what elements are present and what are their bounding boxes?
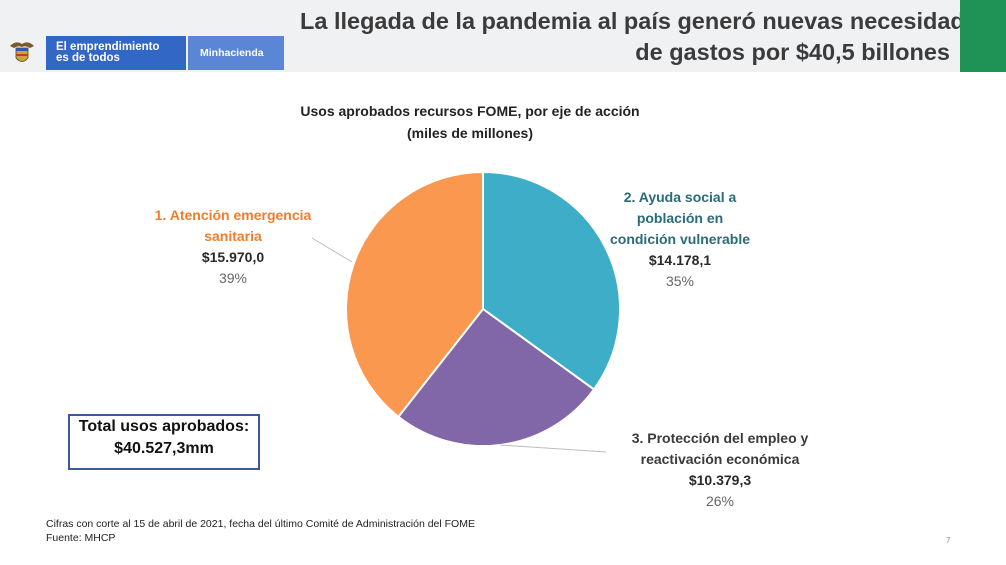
leader-line: [499, 444, 607, 453]
total-box: Total usos aprobados: $40.527,3mm: [68, 414, 260, 470]
slice-name-line: sanitaria: [204, 228, 262, 244]
slice-value: $10.379,3: [688, 472, 752, 488]
slice-name-line: 2. Ayuda social a: [623, 189, 737, 205]
brand-line-1: El emprendimiento: [56, 41, 160, 53]
leader-line: [311, 237, 353, 263]
ministry-label: Minhacienda: [200, 47, 264, 59]
pie-slice-proteccion-empleo: [396, 307, 596, 447]
slice-value: $15.970,0: [201, 249, 265, 265]
page-title-line-1: La llegada de la pandemia al país generó…: [300, 8, 991, 34]
chart-title: Usos aprobados recursos FOME, por eje de…: [250, 100, 690, 144]
total-value: $40.527,3mm: [114, 440, 214, 457]
slice-value: $14.178,1: [648, 252, 712, 268]
page-title: La llegada de la pandemia al país generó…: [300, 6, 991, 68]
total-label: Total usos aprobados:: [78, 418, 250, 435]
slice-name-line: 3. Protección del empleo y: [631, 430, 809, 446]
page-title-line-2: de gastos por $40,5 billones: [635, 39, 950, 65]
slice-percent: 39%: [218, 270, 248, 286]
header-bar: El emprendimiento es de todos Minhaciend…: [0, 0, 1006, 72]
accent-bar: [960, 0, 1006, 72]
pie-slice-atencion-emergencia: [345, 170, 484, 419]
slice-name-line: población en: [636, 210, 724, 226]
slice-label-ayuda-social: 2. Ayuda social a población en condición…: [590, 187, 770, 292]
slice-label-atencion-emergencia: 1. Atención emergencia sanitaria $15.970…: [138, 205, 328, 289]
footnote: Cifras con corte al 15 de abril de 2021,…: [46, 517, 475, 545]
coat-of-arms-icon: [10, 42, 34, 62]
pie-slice-ayuda-social: [482, 170, 621, 391]
slice-percent: 26%: [705, 493, 735, 509]
slice-percent: 35%: [665, 273, 695, 289]
brand-line-2: es de todos: [56, 52, 120, 64]
slice-name-line: reactivación económica: [640, 451, 800, 467]
chart-subtitle-text: (miles de millones): [406, 125, 534, 141]
slice-name-line: 1. Atención emergencia: [154, 207, 312, 223]
ministry-logo: Minhacienda: [188, 36, 284, 70]
slice-name-line: condición vulnerable: [609, 231, 751, 247]
slice-label-proteccion-empleo: 3. Protección del empleo y reactivación …: [610, 428, 830, 512]
page-number: 7: [946, 536, 951, 545]
chart-title-text: Usos aprobados recursos FOME, por eje de…: [300, 103, 640, 119]
brand-logo: El emprendimiento es de todos: [46, 36, 186, 70]
footnote-source: Fuente: MHCP: [46, 532, 116, 544]
footnote-line-1: Cifras con corte al 15 de abril de 2021,…: [46, 518, 475, 530]
